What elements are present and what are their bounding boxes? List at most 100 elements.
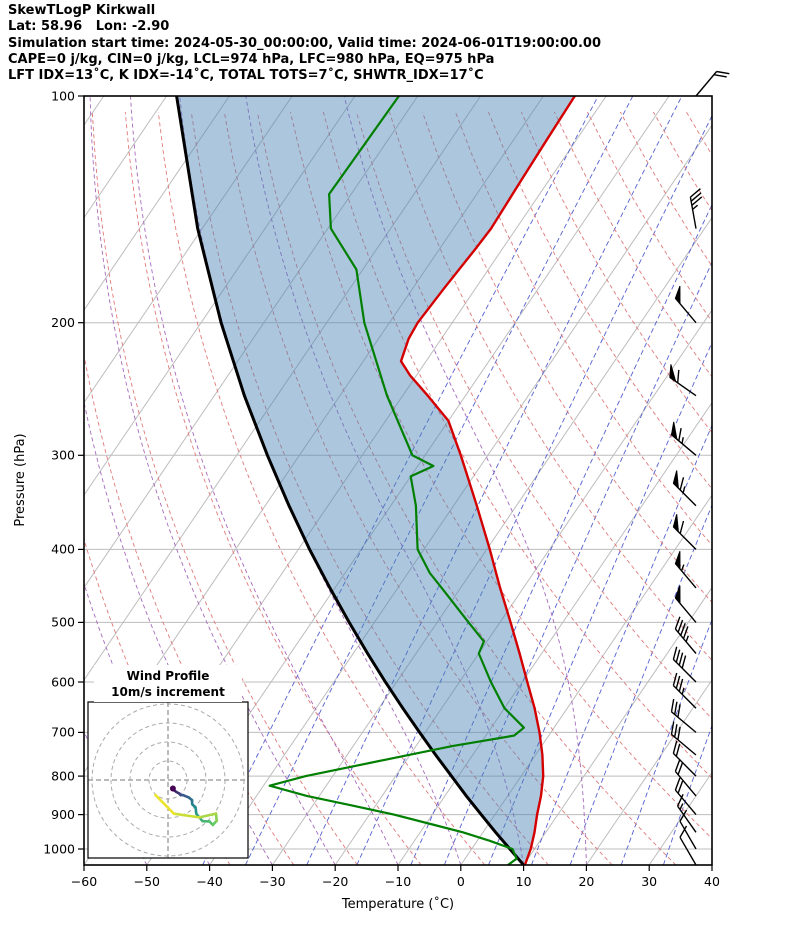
wind-barb-feather xyxy=(679,520,685,534)
wind-barb-halffeather xyxy=(681,687,685,695)
wind-barb-feather xyxy=(674,724,678,738)
wind-barb-feather xyxy=(716,70,730,75)
wind-barb-staff xyxy=(672,685,697,709)
isotherm-line xyxy=(711,864,712,865)
wind-barb-staff xyxy=(679,820,697,850)
dry-adiabat-line xyxy=(91,111,358,865)
stability-indices-line: LFT IDX=13˚C, K IDX=-14˚C, TOTAL TOTS=7˚… xyxy=(8,68,484,84)
wind-barb-halffeather xyxy=(681,437,684,444)
wind-barb-flag xyxy=(674,585,681,605)
wind-barb-staff xyxy=(674,770,697,797)
mixing-ratio-line xyxy=(488,341,712,865)
wind-barb-feather xyxy=(678,652,684,666)
x-tick-label: 0 xyxy=(457,874,465,889)
wind-barb-flag xyxy=(670,421,678,441)
y-tick-label: 700 xyxy=(51,725,75,740)
hodograph-subtitle-text: 10m/s increment xyxy=(111,685,225,699)
y-tick-label: 600 xyxy=(51,674,75,689)
wind-barb-feather xyxy=(675,743,681,757)
wind-barb-feather xyxy=(677,704,681,718)
y-tick-label: 100 xyxy=(51,88,75,103)
isotherm-line xyxy=(397,401,712,865)
cin-shading xyxy=(176,96,575,865)
y-tick-label: 900 xyxy=(51,807,75,822)
x-tick-label: 10 xyxy=(516,874,532,889)
wind-barb-feather xyxy=(679,825,688,838)
wind-barb-feather xyxy=(713,74,727,78)
dry-adiabat-line xyxy=(256,111,677,865)
wind-barb-staff xyxy=(672,752,697,777)
wind-barb-flag xyxy=(674,285,681,305)
wind-barb-feather xyxy=(677,369,680,383)
hodograph-surface-marker xyxy=(169,785,176,792)
wind-barb-flag xyxy=(672,514,680,534)
dry-adiabat-line xyxy=(786,112,794,865)
wind-barb-feather xyxy=(675,649,681,663)
wind-barb-staff xyxy=(689,196,697,229)
y-tick-label: 400 xyxy=(51,542,75,557)
temperature-curve xyxy=(399,96,576,865)
wind-barb-feather xyxy=(689,188,701,198)
location-line: Lat: 58.96 Lon: -2.90 xyxy=(8,19,170,35)
hodograph-title-bg xyxy=(94,665,242,702)
y-tick-label: 800 xyxy=(51,768,75,783)
wind-barb-feather xyxy=(670,721,675,735)
wind-barb-feather xyxy=(672,646,678,660)
y-tick-label: 500 xyxy=(51,615,75,630)
wind-barb-staff xyxy=(679,836,697,866)
wind-barb-feather xyxy=(676,794,684,807)
moist-adiabat-line xyxy=(130,96,399,865)
wind-barb-feather xyxy=(677,619,684,633)
wind-barb-flag xyxy=(672,470,680,490)
wind-barb-flag xyxy=(669,364,677,383)
isotherm-line xyxy=(84,96,356,496)
profile-curves xyxy=(175,96,576,865)
dry-adiabat-line xyxy=(355,111,712,720)
wind-barb-staff xyxy=(671,733,697,756)
dry-adiabat-line xyxy=(686,111,712,156)
header-info: SkewTLogP Kirkwall Lat: 58.96 Lon: -2.90… xyxy=(8,3,601,84)
dry-adiabat-line xyxy=(586,111,712,322)
hodograph-ring xyxy=(129,741,207,819)
hodograph-ring xyxy=(91,703,245,857)
hodograph-title-text: Wind Profile xyxy=(127,669,210,683)
wind-barb-feather xyxy=(674,616,681,630)
wind-barb-feather xyxy=(672,672,678,686)
wind-barb-feather xyxy=(680,622,686,636)
time-line: Simulation start time: 2024-05-30_00:00:… xyxy=(8,35,601,51)
hodograph-clip-group xyxy=(88,702,248,858)
wind-barb-halffeather xyxy=(680,564,685,571)
wind-barb-flag xyxy=(674,551,681,571)
wind-barb-feather xyxy=(681,655,687,669)
moist-adiabat-line xyxy=(84,399,273,865)
y-tick-label: 300 xyxy=(51,448,75,463)
x-tick-label: −40 xyxy=(196,874,222,889)
mixing-ratio-line xyxy=(569,504,712,865)
mixing-ratio-line xyxy=(620,618,712,865)
hodograph-inset xyxy=(87,701,249,859)
wind-barb-halffeather xyxy=(682,486,686,493)
dry-adiabat-line xyxy=(388,111,712,661)
dry-adiabat-line xyxy=(653,111,712,212)
wind-barb-feather xyxy=(690,192,702,202)
wind-barb-feather xyxy=(675,675,681,689)
dry-adiabat-line xyxy=(289,111,712,840)
figure-title: SkewTLogP Kirkwall xyxy=(8,3,156,18)
isotherm-line xyxy=(523,586,712,865)
x-tick-label: −30 xyxy=(259,874,285,889)
x-tick-label: 40 xyxy=(704,874,720,889)
thermo-indices-line: CAPE=0 j/kg, CIN=0 j/kg, LCL=974 hPa, LF… xyxy=(8,51,495,67)
wind-barb-halffeather xyxy=(685,635,689,643)
dry-adiabat-line xyxy=(190,111,549,865)
wind-barb-feather xyxy=(670,698,675,712)
mixing-ratio-line xyxy=(244,96,634,865)
x-tick-label: 20 xyxy=(578,874,594,889)
isotherm-line xyxy=(209,124,712,865)
hodograph-trace-segment xyxy=(154,793,176,816)
isotherm-line xyxy=(648,771,712,865)
moist-adiabat-line xyxy=(343,96,587,865)
wind-barb-halffeather xyxy=(692,204,699,210)
x-tick-label: 30 xyxy=(641,874,657,889)
